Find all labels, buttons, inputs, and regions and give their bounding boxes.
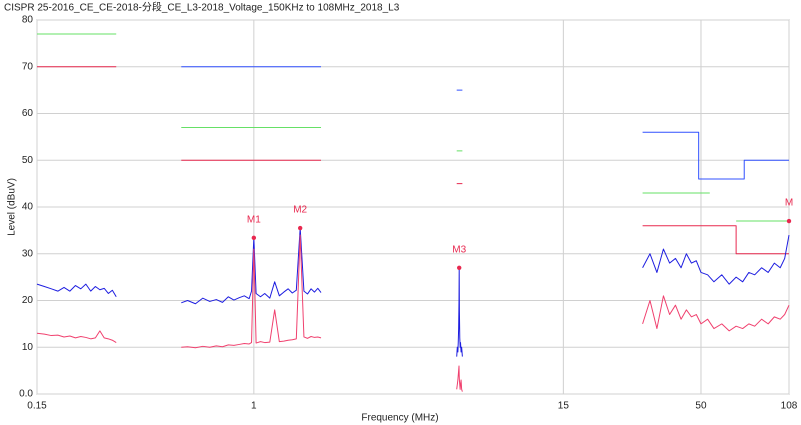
- y-tick-label: 50: [22, 155, 34, 166]
- x-tick-label: 1: [251, 401, 257, 412]
- y-tick-label: 10: [22, 342, 34, 353]
- y-axis-label: Level (dBuV): [7, 178, 18, 236]
- series-line: [37, 66, 789, 255]
- y-tick-label: 60: [22, 108, 34, 119]
- marker-label: M3: [452, 244, 466, 255]
- chart-title: CISPR 25-2016_CE_CE-2018-分段_CE_L3-2018_V…: [4, 1, 400, 14]
- marker-dot: [457, 265, 462, 270]
- y-tick-label: 80: [22, 15, 34, 26]
- y-tick-label: 70: [22, 61, 34, 72]
- x-tick-label: 50: [695, 401, 707, 412]
- y-tick-label: 0.0: [19, 389, 33, 400]
- plot-area: 0.0 10 20 30 40 50 60 70 80 0.15 1 15 50 108 M1 M2 M3 M: [19, 15, 798, 412]
- marker-label: M1: [247, 214, 261, 225]
- x-tick-label: 108: [781, 401, 798, 412]
- series-line: [36, 234, 790, 392]
- marker-dot: [251, 235, 257, 241]
- y-tick-label: 30: [22, 248, 34, 259]
- marker-label: M2: [293, 205, 307, 216]
- series-line: [181, 66, 789, 180]
- marker-dot: [297, 225, 303, 231]
- y-tick-label: 20: [22, 295, 34, 306]
- y-tick-label: 40: [22, 202, 34, 213]
- series-line: [36, 227, 790, 357]
- marker-label: M: [785, 198, 793, 209]
- x-tick-label: 0.15: [27, 401, 47, 412]
- x-tick-label: 15: [558, 401, 570, 412]
- x-axis-label: Frequency (MHz): [361, 413, 438, 424]
- series-line: [37, 33, 789, 222]
- marker-dot: [786, 218, 792, 224]
